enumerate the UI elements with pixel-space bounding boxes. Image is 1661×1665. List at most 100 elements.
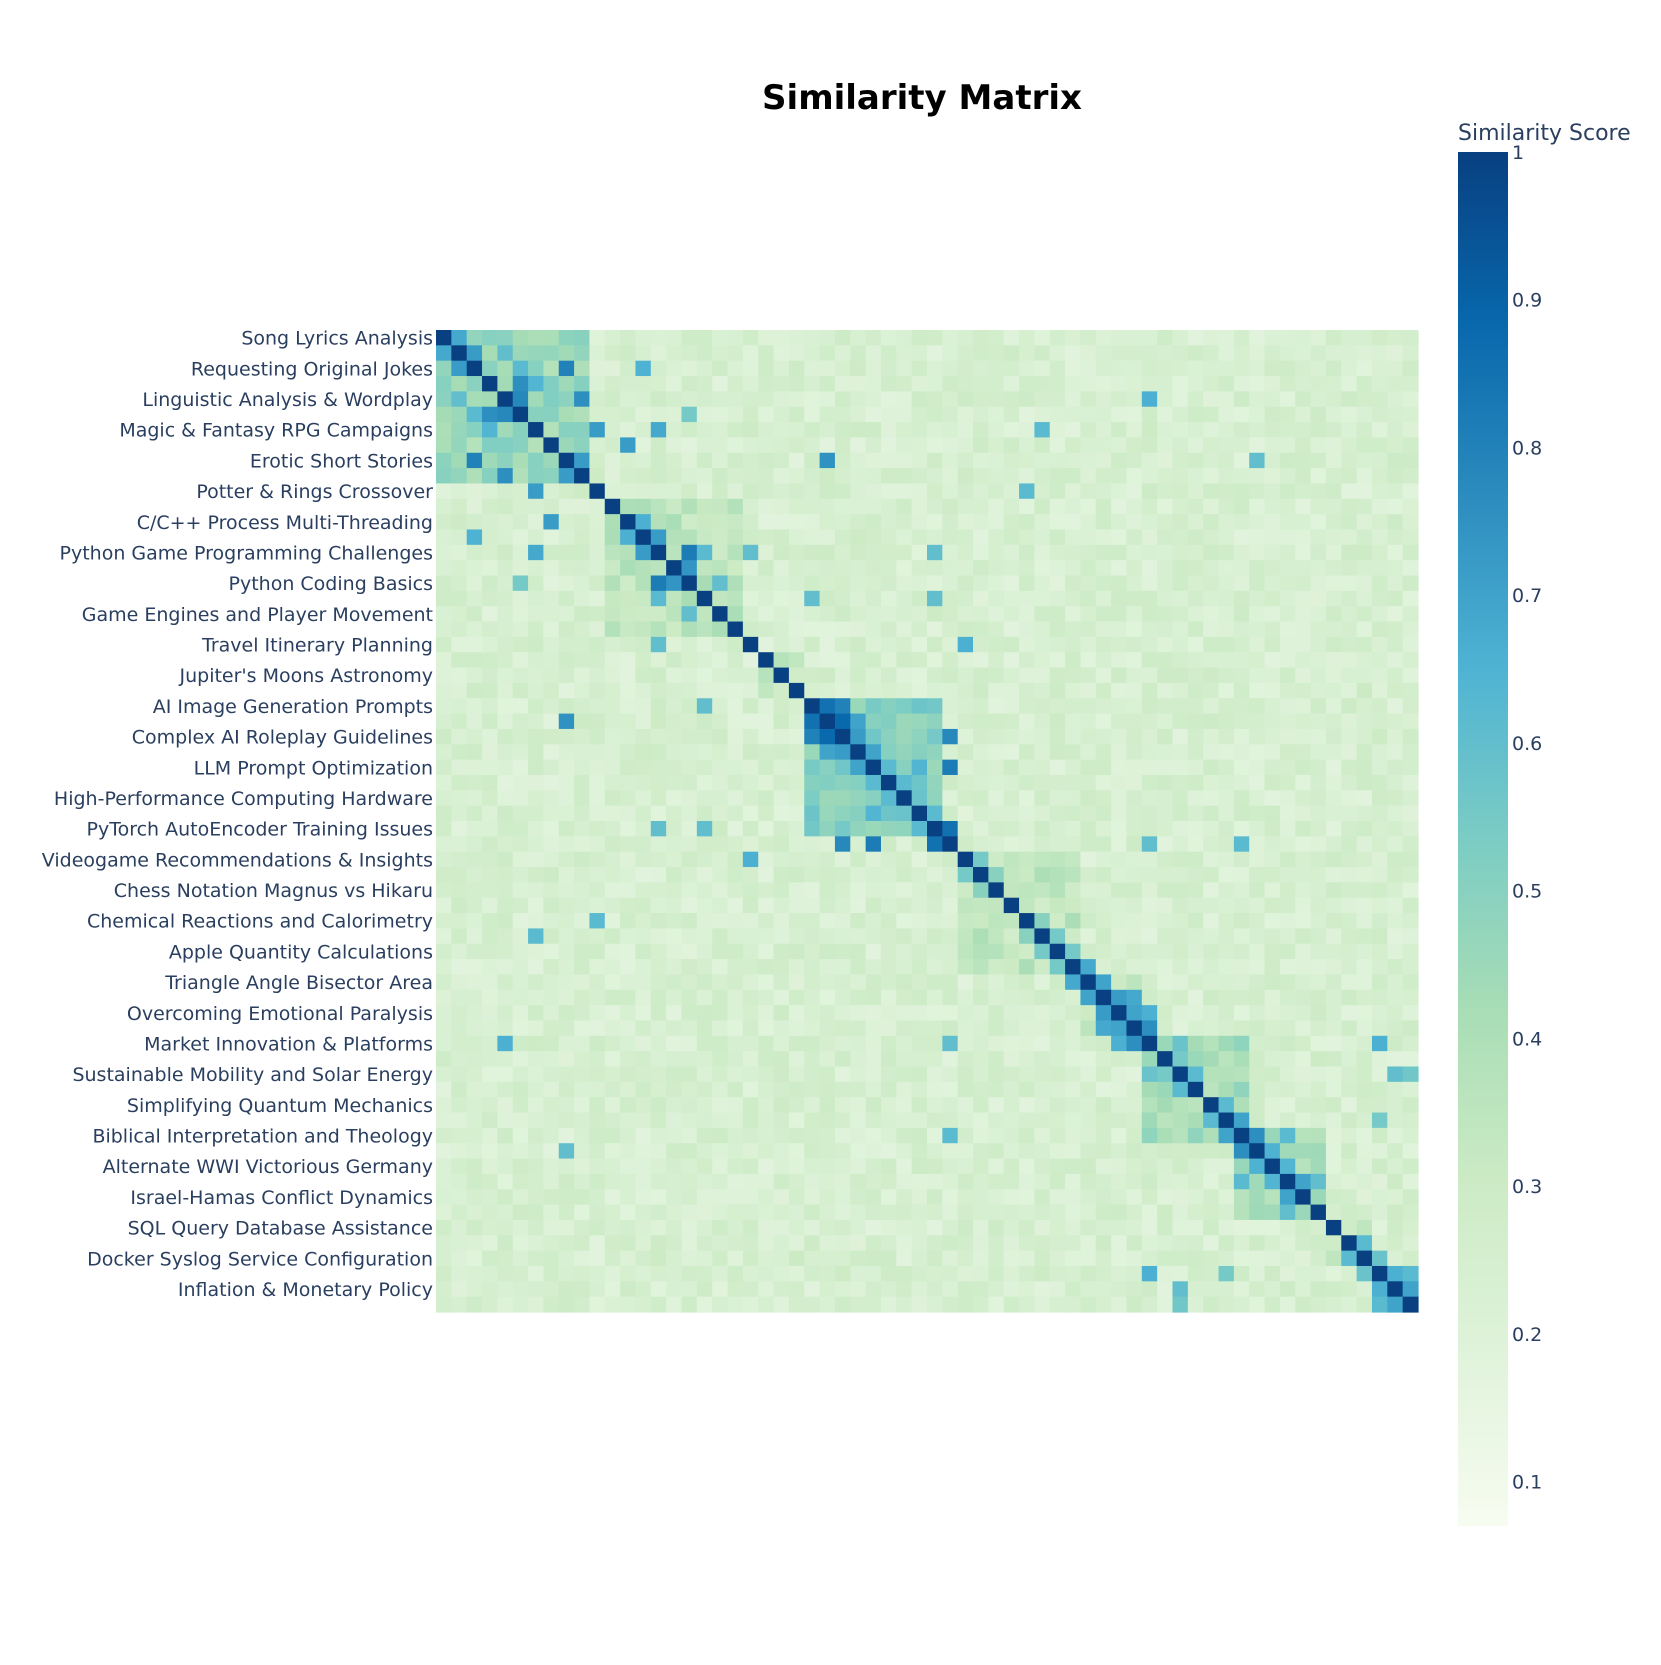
heatmap-cell [712,805,729,822]
heatmap-cell [1141,468,1158,485]
heatmap-cell [1295,1051,1312,1068]
heatmap-cell [927,590,943,607]
heatmap-cell [1264,897,1281,914]
heatmap-cell [528,667,544,684]
heatmap-cell [880,560,897,577]
heatmap-cell [1187,1250,1204,1267]
heatmap-cell [1249,867,1266,883]
heatmap-cell [436,728,452,745]
heatmap-cell [681,836,698,853]
heatmap-cell [758,330,775,346]
heatmap-cell [1157,437,1174,454]
heatmap-cell [1172,744,1189,761]
heatmap-cell [973,560,989,577]
heatmap-cell [834,468,851,485]
heatmap-cell [482,882,498,899]
heatmap-cell [681,897,698,914]
heatmap-cell [1065,575,1082,592]
heatmap-cell [727,851,744,868]
heatmap-cell [635,1081,652,1098]
heatmap-cell [942,728,959,745]
heatmap-cell [1141,774,1158,791]
heatmap-cell [1095,376,1112,392]
heatmap-cell [788,882,805,899]
heatmap-cell [497,406,514,423]
heatmap-cell [1279,989,1296,1006]
heatmap-cell [635,1143,652,1160]
heatmap-cell [1279,1173,1296,1190]
heatmap-cell [497,728,514,745]
heatmap-cell [727,636,744,653]
heatmap-cell [1095,406,1112,423]
heatmap-cell [1341,1081,1358,1098]
heatmap-cell [1310,713,1327,730]
heatmap-cell [834,452,851,469]
heatmap-cell [635,498,652,515]
heatmap-cell [1111,867,1128,883]
heatmap-cell [1203,698,1220,715]
heatmap-cell [1341,821,1358,837]
heatmap-cell [1095,1097,1112,1114]
heatmap-cell [1325,1081,1342,1098]
heatmap-cell [1065,943,1082,960]
heatmap-cell [1141,345,1158,362]
heatmap-cell [1356,345,1373,362]
heatmap-cell [1387,1204,1404,1221]
heatmap-cell [1157,1097,1174,1114]
heatmap-cell [1172,989,1189,1006]
heatmap-cell [451,1296,468,1313]
heatmap-cell [543,406,560,423]
heatmap-cell [942,959,959,976]
heatmap-cell [650,606,667,623]
heatmap-cell [574,974,591,991]
heatmap-cell [451,498,468,515]
heatmap-cell [1003,790,1020,807]
heatmap-cell [1249,1265,1266,1282]
heatmap-cell [482,959,498,976]
heatmap-cell [819,1127,836,1144]
heatmap-cell [1019,882,1035,899]
heatmap-cell [957,483,974,500]
heatmap-cell [1325,468,1342,485]
heatmap-cell [497,560,514,577]
heatmap-cell [896,330,913,346]
heatmap-cell [650,575,667,592]
heatmap-cell [451,821,468,837]
heatmap-cell [451,759,468,776]
heatmap-cell [788,1219,805,1236]
heatmap-cell [1080,575,1097,592]
heatmap-cell [635,391,652,408]
heatmap-cell [788,1112,805,1129]
heatmap-cell [1218,989,1235,1006]
heatmap-cell [1203,1143,1220,1160]
heatmap-cell [1065,959,1082,976]
heatmap-cell [1341,1020,1358,1037]
heatmap-cell [927,514,943,531]
heatmap-cell [773,744,790,761]
heatmap-cell [788,498,805,515]
heatmap-cell [1387,514,1404,531]
heatmap-cell [436,989,452,1006]
heatmap-cell [1111,1097,1128,1114]
heatmap-cell [528,882,544,899]
heatmap-cell [650,759,667,776]
heatmap-cell [973,1189,989,1206]
heatmap-cell [1264,391,1281,408]
heatmap-cell [650,882,667,899]
heatmap-cell [1341,928,1358,945]
heatmap-cell [1279,544,1296,561]
heatmap-cell [880,1158,897,1175]
heatmap-cell [1080,836,1097,853]
heatmap-cell [712,1020,729,1037]
heatmap-cell [604,744,621,761]
heatmap-cell [927,974,943,991]
heatmap-cell [773,928,790,945]
heatmap-cell [880,406,897,423]
heatmap-cell [1034,636,1051,653]
heatmap-cell [696,345,713,362]
heatmap-cell [988,1204,1005,1221]
heatmap-cell [1111,928,1128,945]
heatmap-cell [911,928,928,945]
heatmap-cell [1003,529,1020,546]
